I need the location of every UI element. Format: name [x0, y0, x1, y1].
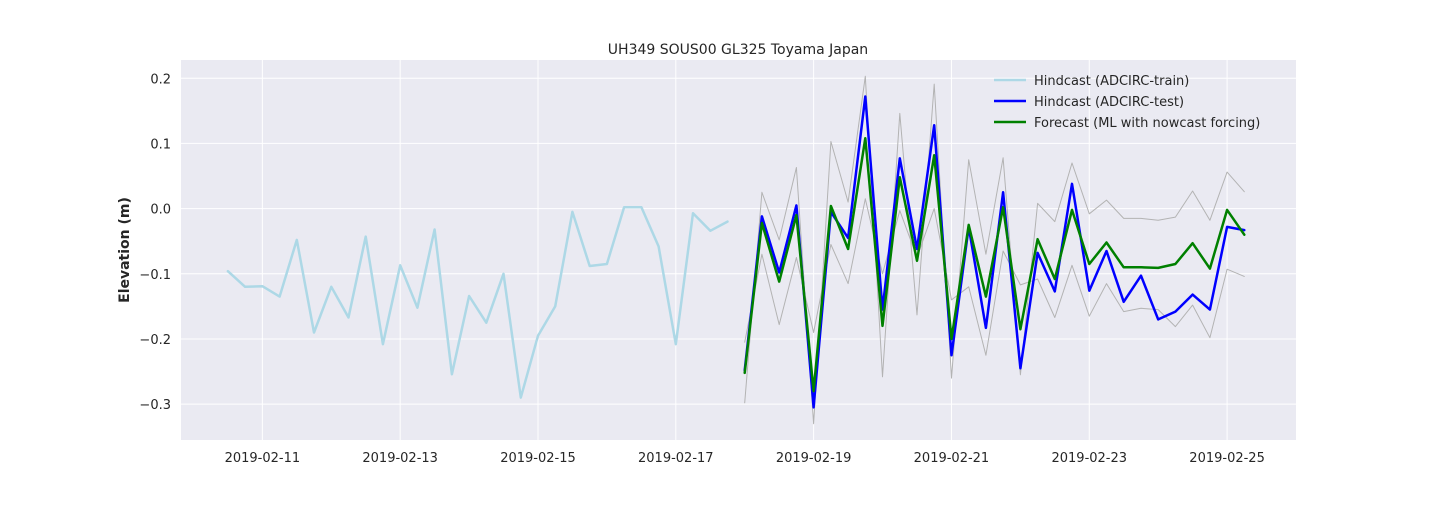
chart-title: UH349 SOUS00 GL325 Toyama Japan: [608, 42, 868, 58]
x-tick-label: 2019-02-25: [1189, 451, 1265, 466]
legend: Hindcast (ADCIRC-train) Hindcast (ADCIRC-…: [994, 74, 1260, 131]
y-tick-label: −0.2: [139, 333, 171, 348]
y-tick-label: −0.3: [139, 398, 171, 413]
x-tick-label: 2019-02-15: [500, 451, 576, 466]
series-lines: [226, 95, 1246, 409]
x-tick-label: 2019-02-21: [914, 451, 990, 466]
band-line: [744, 198, 1245, 356]
x-tick-label: 2019-02-11: [225, 451, 301, 466]
legend-label: Hindcast (ADCIRC-train): [1034, 74, 1189, 89]
y-tick-label: 0.2: [150, 72, 171, 87]
forecast-series-line: [743, 136, 1246, 393]
grid: [181, 60, 1296, 440]
band-line: [744, 75, 1245, 425]
x-tick-label: 2019-02-23: [1051, 451, 1127, 466]
y-axis-label: Elevation (m): [117, 197, 133, 303]
x-tick-label: 2019-02-19: [776, 451, 852, 466]
y-tick-label: 0.1: [150, 137, 171, 152]
legend-label: Forecast (ML with nowcast forcing): [1034, 116, 1260, 131]
y-tick-label: −0.1: [139, 268, 171, 283]
train-series-line: [226, 206, 729, 399]
uncertainty-band-lines: [744, 75, 1245, 425]
y-tick-labels: −0.3 −0.2 −0.1 0.0 0.1 0.2: [139, 72, 171, 413]
legend-label: Hindcast (ADCIRC-test): [1034, 95, 1184, 110]
x-tick-labels: 2019-02-11 2019-02-13 2019-02-15 2019-02-17…: [225, 451, 1265, 466]
x-tick-label: 2019-02-13: [362, 451, 438, 466]
y-tick-label: 0.0: [150, 203, 171, 218]
x-tick-label: 2019-02-17: [638, 451, 714, 466]
